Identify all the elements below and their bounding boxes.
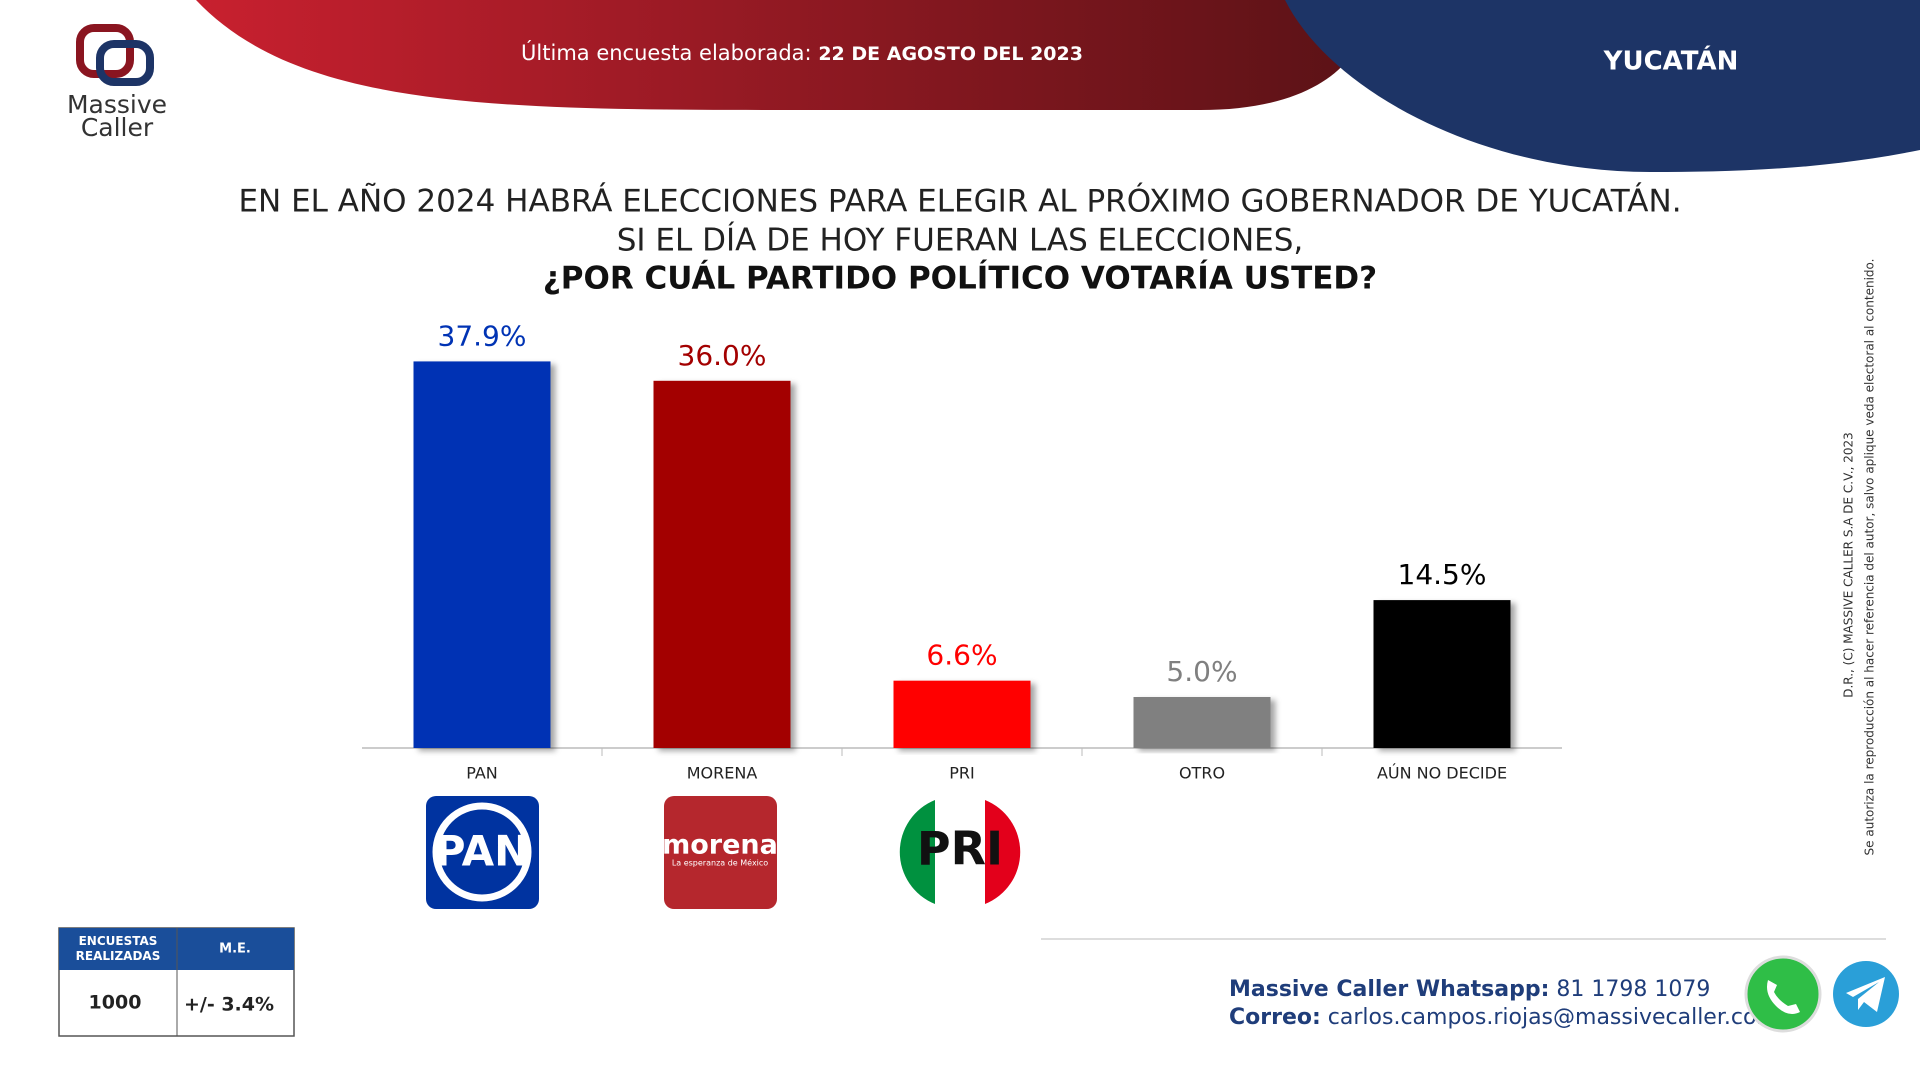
x-tick-label: PAN [466, 764, 498, 783]
header-blue-band [1285, 0, 1920, 172]
pan-logo [426, 796, 539, 909]
table-cell: +/- 3.4% [184, 994, 274, 1016]
morena-logo [664, 796, 777, 909]
logo: Massive Caller [67, 24, 167, 142]
value-label: 36.0% [678, 339, 767, 372]
x-tick-label: AÚN NO DECIDE [1377, 764, 1507, 783]
party-logos: PAN morena La esperanza de México PRI [426, 796, 1021, 909]
whatsapp-icon [1744, 955, 1822, 1033]
table-header-text: M.E. [219, 942, 251, 957]
header-red-band [196, 0, 1370, 110]
pan-logo-text: PAN [435, 827, 530, 876]
morena-logo-text: morena [662, 830, 778, 861]
pri-red [985, 800, 1021, 904]
survey-info: Última encuesta elaborada: 22 DE AGOSTO … [521, 40, 1083, 65]
value-label: 37.9% [438, 319, 527, 352]
morena-tagline: La esperanza de México [672, 858, 768, 868]
table-header-cell: ENCUESTAS REALIZADAS [75, 934, 161, 963]
value-label: 14.5% [1398, 558, 1487, 591]
title-line: EN EL AÑO 2024 HABRÁ ELECCIONES PARA ELE… [238, 183, 1681, 220]
logo-text: Massive [67, 90, 167, 119]
pan-logo-ring [432, 802, 532, 902]
stats-table: ENCUESTAS REALIZADAS M.E. 1000 +/- 3.4% [58, 927, 295, 1037]
logo-mark [96, 40, 154, 86]
bar [1133, 697, 1271, 748]
title-line: SI EL DÍA DE HOY FUERAN LAS ELECCIONES, [617, 223, 1304, 259]
footer-whatsapp: Massive Caller Whatsapp: 81 1798 1079 [1229, 977, 1710, 1002]
whatsapp-number: 81 1798 1079 [1556, 977, 1710, 1002]
value-label: 5.0% [1166, 655, 1237, 688]
bar [653, 380, 791, 748]
table-cell: 1000 [89, 992, 142, 1014]
copyright: D.R., (C) MASSIVE CALLER S.A DE C.V., 20… [1842, 432, 1856, 698]
footer-email: Correo: carlos.campos.riojas@massivecall… [1229, 1005, 1778, 1030]
whatsapp-phone [1767, 980, 1800, 1014]
email-address: carlos.campos.riojas@massivecaller.com [1328, 1005, 1778, 1030]
pri-green [899, 800, 935, 904]
telegram-plane [1846, 977, 1885, 1012]
title-line: ¿POR CUÁL PARTIDO POLÍTICO VOTARÍA USTED… [543, 261, 1377, 297]
bar [1373, 600, 1511, 748]
region: YUCATÁN [1603, 45, 1739, 77]
bar [893, 680, 1031, 748]
pri-logo-text: PRI [917, 822, 1003, 876]
survey-date: 22 DE AGOSTO DEL 2023 [818, 43, 1083, 65]
table-header-text: ENCUESTAS REALIZADAS [75, 934, 161, 963]
whatsapp-label: Massive Caller Whatsapp: [1229, 977, 1549, 1002]
x-tick-label: MORENA [687, 764, 758, 783]
x-tick-label: OTRO [1179, 764, 1225, 783]
x-tick-label: PRI [949, 764, 974, 783]
survey-label: Última encuesta elaborada: [521, 40, 812, 65]
email-label: Correo: [1229, 1005, 1321, 1030]
value-label: 6.6% [926, 639, 997, 672]
bar [413, 361, 551, 748]
logo-text: Caller [81, 113, 154, 142]
copyright-note: Se autoriza la reproducción al hacer ref… [1863, 259, 1877, 856]
